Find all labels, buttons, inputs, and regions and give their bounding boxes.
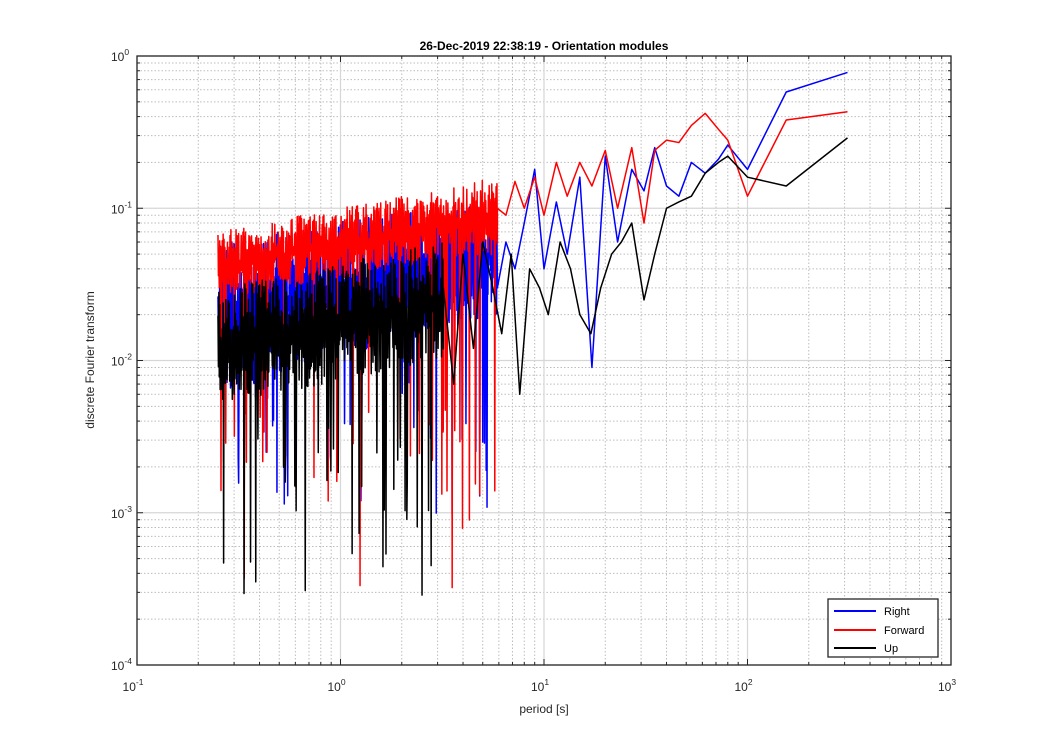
legend: Right Forward Up xyxy=(827,598,939,658)
y-tick-labels: 10-4 10-3 10-2 10-1 100 xyxy=(111,47,132,673)
legend-label-right: Right xyxy=(884,606,910,618)
x-tick-label: 103 xyxy=(938,677,956,694)
series-line-forward xyxy=(217,111,848,589)
y-axis-label: discrete Fourier transform xyxy=(83,291,97,428)
y-tick-label: 10-1 xyxy=(111,199,132,216)
x-tick-labels: 10-1 100 101 102 103 xyxy=(123,677,957,694)
axes-box xyxy=(136,55,952,666)
chart-title: 26-Dec-2019 22:38:19 - Orientation modul… xyxy=(420,39,669,53)
series-layer xyxy=(217,71,848,596)
x-tick-label: 10-1 xyxy=(123,677,144,694)
y-tick-label: 10-3 xyxy=(111,504,132,521)
x-tick-label: 102 xyxy=(734,677,752,694)
y-tick-label: 10-4 xyxy=(111,656,132,673)
y-tick-label: 10-2 xyxy=(111,352,132,369)
series-line-up xyxy=(217,137,848,596)
legend-label-forward: Forward xyxy=(884,625,924,637)
legend-label-up: Up xyxy=(884,643,898,655)
x-axis-label: period [s] xyxy=(519,702,568,716)
x-tick-label: 101 xyxy=(531,677,549,694)
y-tick-label: 100 xyxy=(111,47,129,64)
x-tick-label: 100 xyxy=(327,677,345,694)
